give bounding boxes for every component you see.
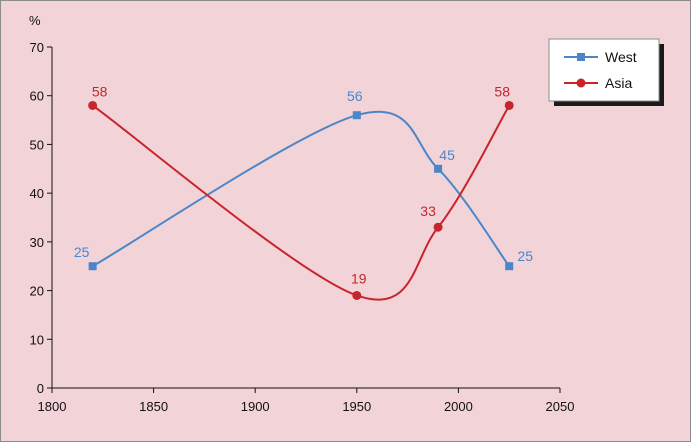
series-layer: 25 56 45 25 58 19 33 58 [74, 83, 533, 301]
data-label: 45 [439, 147, 455, 163]
data-point-marker [352, 111, 361, 120]
legend-box [548, 38, 660, 102]
y-tick-label: 30 [30, 235, 44, 250]
y-tick-label: 50 [30, 137, 44, 152]
data-label: 25 [74, 244, 90, 260]
legend-marker-west [577, 53, 585, 61]
y-tick-label: 10 [30, 332, 44, 347]
legend-label-west: West [605, 49, 637, 65]
x-tick-label: 2050 [546, 399, 575, 414]
data-point-marker [505, 262, 514, 271]
series-west: 25 56 45 25 [74, 88, 533, 271]
y-tick-label: 0 [37, 381, 44, 396]
data-point-marker [88, 262, 97, 271]
data-label: 33 [420, 203, 436, 219]
y-tick-label: 60 [30, 89, 44, 104]
y-axis: 0 10 20 30 40 50 60 70 [30, 40, 53, 396]
data-point-marker [88, 100, 98, 110]
data-point-marker [433, 222, 443, 232]
data-label: 25 [517, 248, 533, 264]
y-axis-label: % [29, 13, 41, 28]
data-point-marker [352, 290, 362, 300]
data-label: 58 [92, 83, 108, 99]
series-line-asia [92, 104, 511, 301]
x-tick-label: 1800 [38, 399, 67, 414]
x-axis: 1800 1850 1900 1950 2000 2050 [38, 387, 575, 414]
legend-marker-asia [576, 78, 586, 88]
x-tick-label: 1900 [241, 399, 270, 414]
x-tick-label: 1850 [139, 399, 168, 414]
x-tick-label: 1950 [342, 399, 371, 414]
legend: West Asia [548, 38, 664, 106]
y-tick-label: 70 [30, 40, 44, 55]
y-tick-label: 40 [30, 186, 44, 201]
y-tick-label: 20 [30, 284, 44, 299]
data-label: 58 [494, 83, 510, 99]
series-line-west [92, 110, 511, 268]
legend-label-asia: Asia [605, 75, 632, 91]
data-point-marker [504, 100, 514, 110]
x-tick-label: 2000 [444, 399, 473, 414]
data-label: 19 [351, 270, 367, 286]
data-label: 56 [347, 88, 363, 104]
series-asia: 58 19 33 58 [88, 83, 514, 301]
data-point-marker [434, 164, 443, 173]
